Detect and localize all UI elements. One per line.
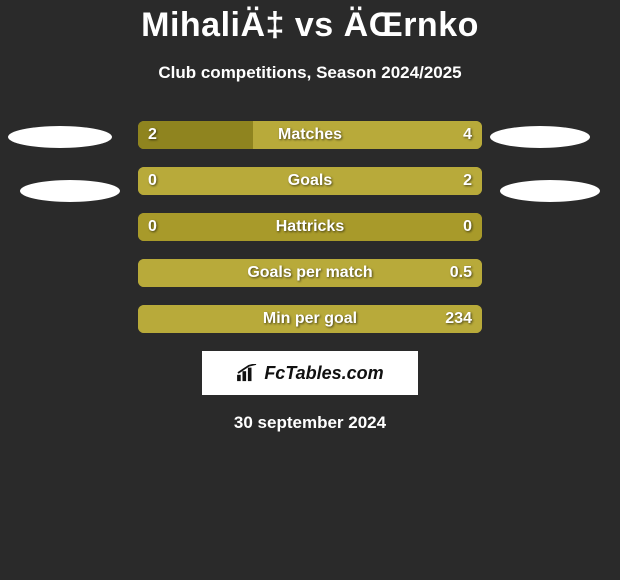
stat-bar <box>138 305 482 333</box>
stat-row: Matches24 <box>0 121 620 149</box>
stat-row: Goals02 <box>0 167 620 195</box>
stat-bar-right <box>138 259 482 287</box>
logo-text: FcTables.com <box>264 363 383 384</box>
stat-bar-right <box>138 305 482 333</box>
stat-row: Min per goal234 <box>0 305 620 333</box>
stat-bar-right <box>138 167 482 195</box>
stat-bar-left <box>138 121 253 149</box>
stat-bar <box>138 213 482 241</box>
stat-bar-right <box>253 121 482 149</box>
comparison-infographic: MihaliÄ‡ vs ÄŒrnko Club competitions, Se… <box>0 0 620 433</box>
stat-bar <box>138 167 482 195</box>
stat-bar <box>138 121 482 149</box>
stat-bar-left <box>138 213 482 241</box>
chart-icon <box>236 364 258 382</box>
stat-row: Hattricks00 <box>0 213 620 241</box>
source-logo: FcTables.com <box>202 351 418 395</box>
stat-row: Goals per match0.5 <box>0 259 620 287</box>
subtitle: Club competitions, Season 2024/2025 <box>0 63 620 83</box>
page-title: MihaliÄ‡ vs ÄŒrnko <box>0 6 620 45</box>
stat-rows: Matches24 Goals02 Hattricks00 Goals per mat… <box>0 121 620 333</box>
stat-bar <box>138 259 482 287</box>
date-text: 30 september 2024 <box>0 413 620 433</box>
